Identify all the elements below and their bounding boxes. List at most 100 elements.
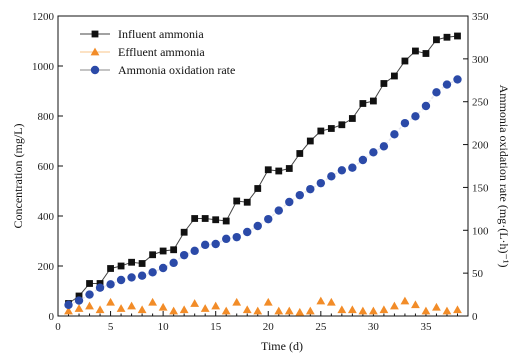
series-2 (64, 75, 462, 310)
data-point (380, 80, 388, 87)
data-point (400, 296, 410, 305)
data-point (64, 300, 73, 310)
data-point (179, 305, 189, 314)
data-point (106, 297, 115, 306)
data-point (327, 172, 336, 181)
y-right-tick-label: 0 (472, 311, 478, 323)
data-point (442, 80, 452, 89)
data-point (211, 239, 220, 249)
data-point (233, 197, 241, 205)
y-axis-right-title: Ammonia oxidation rate (mg·(L·h)⁻¹) (497, 85, 511, 268)
data-point (190, 299, 200, 307)
data-point (106, 280, 115, 289)
data-point (253, 306, 263, 315)
data-point (274, 206, 283, 215)
y-right-tick-label: 350 (472, 11, 489, 23)
data-point (369, 148, 378, 157)
data-point (148, 268, 157, 277)
y-left-tick-label: 800 (38, 111, 55, 123)
data-point (296, 150, 304, 157)
data-point (170, 246, 178, 254)
series-1 (64, 296, 462, 316)
data-point (391, 72, 398, 80)
data-point (306, 137, 314, 145)
data-point (285, 165, 293, 172)
data-point (390, 130, 399, 139)
data-point (338, 121, 346, 129)
x-axis-title: Time (d) (261, 339, 303, 353)
data-point (222, 234, 231, 244)
data-point (222, 217, 230, 225)
data-point (116, 304, 126, 312)
data-point (442, 306, 452, 315)
data-point (117, 262, 125, 270)
data-point (85, 301, 94, 310)
series-layer (64, 32, 462, 316)
data-point (275, 167, 283, 175)
data-point (368, 306, 378, 315)
data-point (337, 305, 347, 314)
x-tick-label: 30 (368, 321, 380, 333)
legend-label: Influent ammonia (118, 27, 204, 41)
series-line (68, 78, 458, 306)
legend-marker (90, 65, 100, 75)
data-point (137, 305, 147, 314)
data-point (221, 306, 231, 315)
data-point (253, 221, 262, 231)
y-left-tick-label: 400 (38, 211, 55, 223)
legend-label: Effluent ammonia (118, 45, 205, 59)
data-point (75, 292, 83, 300)
data-point (421, 101, 431, 111)
data-point (433, 36, 440, 44)
data-point (347, 305, 357, 314)
legend-label: Ammonia oxidation rate (118, 63, 235, 77)
data-point (211, 301, 221, 310)
data-point (169, 306, 179, 315)
data-point (284, 306, 294, 315)
legend-marker (91, 30, 99, 38)
data-point (305, 306, 315, 315)
data-point (432, 88, 441, 97)
y-right-tick-label: 200 (472, 140, 489, 152)
data-point (212, 216, 220, 224)
data-point (369, 97, 377, 105)
data-point (348, 163, 357, 172)
x-tick-label: 35 (420, 321, 432, 333)
x-tick-label: 5 (108, 321, 114, 333)
data-point (358, 155, 368, 165)
legend: Influent ammonia Effluent ammonia Ammonia … (80, 27, 235, 77)
data-point (169, 258, 178, 268)
data-point (191, 215, 199, 222)
data-point (180, 228, 188, 236)
data-point (295, 190, 304, 200)
series-0 (65, 32, 461, 307)
data-point (411, 300, 420, 309)
data-point (243, 198, 251, 206)
y-axis-left-title: Concentration (mg/L) (11, 124, 25, 229)
data-point (337, 166, 347, 175)
data-point (327, 125, 335, 132)
data-point (454, 32, 461, 40)
data-point (159, 247, 167, 255)
data-point (422, 50, 430, 57)
data-point (326, 297, 336, 306)
data-point (127, 273, 136, 282)
data-point (359, 100, 367, 107)
data-point (401, 57, 409, 65)
data-point (317, 127, 325, 135)
data-point (358, 306, 368, 315)
y-left-tick-label: 600 (38, 161, 55, 173)
x-tick-label: 25 (315, 321, 327, 333)
data-point (201, 215, 209, 222)
data-point (179, 250, 189, 260)
y-left-tick-label: 200 (38, 261, 55, 273)
data-point (453, 75, 462, 84)
data-point (200, 240, 210, 250)
y-left-tick-label: 1200 (32, 11, 55, 23)
data-point (96, 280, 104, 287)
legend-marker (90, 47, 100, 56)
data-point (200, 304, 210, 312)
data-point (95, 305, 105, 314)
data-point (243, 227, 252, 237)
data-point (348, 115, 356, 122)
